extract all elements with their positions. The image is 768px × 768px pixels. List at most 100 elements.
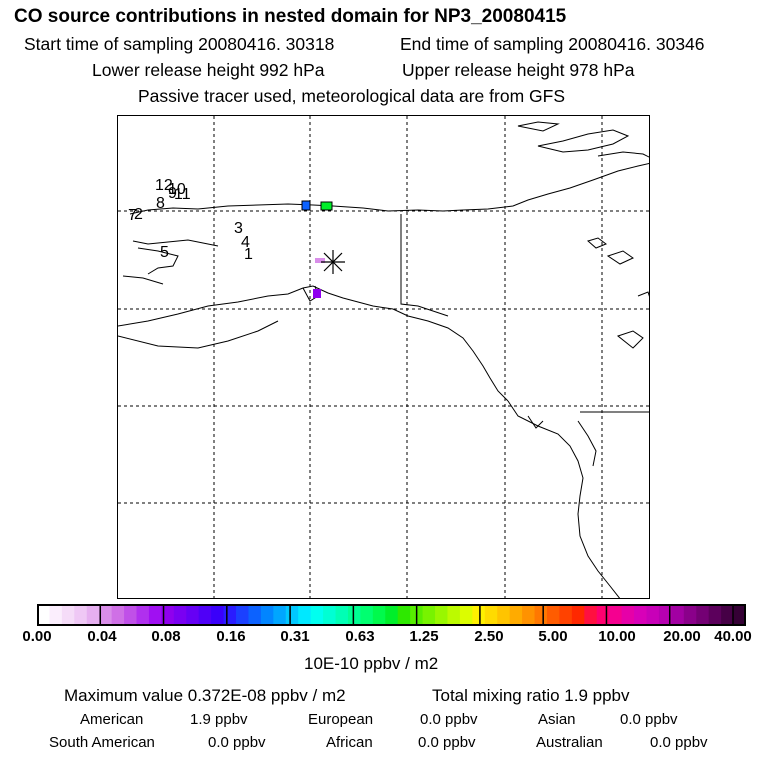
colorbar-swatch xyxy=(298,604,312,626)
trajectory-label: 7 xyxy=(128,207,137,224)
colorbar-swatch xyxy=(99,604,113,626)
colorbar-swatch xyxy=(696,604,710,626)
region-name: Australian xyxy=(536,734,603,751)
plume-cell-pink xyxy=(315,258,325,263)
map-panel: 12 10 9 11 8 7 2 3 4 1 5 xyxy=(117,115,650,599)
colorbar-tick-label: 40.00 xyxy=(714,628,752,645)
colorbar-swatch xyxy=(435,604,449,626)
colorbar-tick-label: 5.00 xyxy=(538,628,568,645)
colorbar xyxy=(37,604,746,626)
colorbar-swatch xyxy=(472,604,486,626)
colorbar-swatch xyxy=(646,604,660,626)
colorbar-swatch xyxy=(484,604,498,626)
colorbar-swatch xyxy=(497,604,511,626)
colorbar-swatch xyxy=(621,604,635,626)
trajectory-label: 5 xyxy=(160,244,169,261)
colorbar-swatch xyxy=(584,604,598,626)
colorbar-swatch xyxy=(273,604,287,626)
colorbar-swatch xyxy=(223,604,237,626)
plot-title: CO source contributions in nested domain… xyxy=(14,6,567,27)
trajectory-label: 4 xyxy=(241,234,250,251)
colorbar-swatch xyxy=(323,604,337,626)
colorbar-swatch xyxy=(335,604,349,626)
colorbar-swatch xyxy=(111,604,125,626)
colorbar-tick-label: 0.63 xyxy=(345,628,375,645)
end-time: End time of sampling 20080416. 30346 xyxy=(400,34,705,54)
trajectory-label: 8 xyxy=(156,195,165,212)
trajectory-label: 10 xyxy=(168,181,186,198)
colorbar-swatch xyxy=(211,604,225,626)
region-name: European xyxy=(308,711,374,728)
colorbar-tick-label: 2.50 xyxy=(474,628,504,645)
colorbar-swatch xyxy=(397,604,411,626)
colorbar-swatch xyxy=(198,604,212,626)
colorbar-swatch xyxy=(571,604,585,626)
colorbar-swatch xyxy=(173,604,187,626)
plume-cell-purple xyxy=(313,289,321,298)
colorbar-swatch xyxy=(37,604,51,626)
region-value: 0.0 ppbv xyxy=(620,711,678,728)
colorbar-swatch xyxy=(509,604,523,626)
upper-release-height: Upper release height 978 hPa xyxy=(402,60,635,80)
colorbar-swatch xyxy=(708,604,722,626)
trajectory-label: 12 xyxy=(155,177,173,194)
colorbar-swatch xyxy=(161,604,175,626)
colorbar-tick-label: 20.00 xyxy=(663,628,701,645)
colorbar-tick-label: 10.00 xyxy=(598,628,636,645)
colorbar-tick-label: 0.08 xyxy=(151,628,181,645)
colorbar-border xyxy=(37,604,746,626)
colorbar-swatch xyxy=(260,604,274,626)
trajectory-label: 2 xyxy=(134,206,143,223)
coastlines xyxy=(118,121,649,598)
region-name: South American xyxy=(49,734,155,751)
trajectory-label: 9 xyxy=(168,185,177,202)
colorbar-swatch xyxy=(609,604,623,626)
plume-cell-green xyxy=(320,201,333,211)
colorbar-swatch xyxy=(372,604,386,626)
colorbar-swatch xyxy=(360,604,374,626)
colorbar-swatch xyxy=(74,604,88,626)
region-name: African xyxy=(326,734,373,751)
colorbar-swatch xyxy=(683,604,697,626)
colorbar-swatch xyxy=(559,604,573,626)
colorbar-swatch xyxy=(236,604,250,626)
colorbar-swatch xyxy=(634,604,648,626)
colorbar-swatch xyxy=(459,604,473,626)
trajectory-label: 1 xyxy=(244,246,253,263)
colorbar-swatch xyxy=(447,604,461,626)
region-value: 0.0 ppbv xyxy=(420,711,478,728)
map-canvas: 12 10 9 11 8 7 2 3 4 1 5 xyxy=(118,116,649,598)
colorbar-swatch xyxy=(522,604,536,626)
colorbar-tick-label: 0.04 xyxy=(87,628,117,645)
colorbar-swatch xyxy=(124,604,138,626)
release-site-marker xyxy=(321,250,345,274)
start-time: Start time of sampling 20080416. 30318 xyxy=(24,34,335,54)
colorbar-swatch xyxy=(733,604,746,626)
colorbar-tick-label: 0.16 xyxy=(216,628,246,645)
colorbar-swatch xyxy=(136,604,150,626)
region-value: 0.0 ppbv xyxy=(418,734,476,751)
colorbar-swatch xyxy=(86,604,100,626)
colorbar-tick-label: 1.25 xyxy=(409,628,439,645)
colorbar-swatch xyxy=(49,604,63,626)
region-value: 1.9 ppbv xyxy=(190,711,248,728)
colorbar-tick-label: 0.00 xyxy=(22,628,52,645)
total-mixing-ratio: Total mixing ratio 1.9 ppbv xyxy=(432,686,630,705)
trajectory-label: 3 xyxy=(234,220,243,237)
colorbar-swatch xyxy=(671,604,685,626)
region-value: 0.0 ppbv xyxy=(208,734,266,751)
colorbar-swatch xyxy=(186,604,200,626)
colorbar-swatch xyxy=(310,604,324,626)
colorbar-swatch xyxy=(596,604,610,626)
region-name: American xyxy=(80,711,144,728)
colorbar-swatch xyxy=(285,604,299,626)
colorbar-tick-label: 0.31 xyxy=(280,628,310,645)
region-value: 0.0 ppbv xyxy=(650,734,708,751)
region-name: Asian xyxy=(538,711,576,728)
maximum-value: Maximum value 0.372E-08 ppbv / m2 xyxy=(64,686,346,705)
tracer-note: Passive tracer used, meteorological data… xyxy=(138,86,565,106)
colorbar-swatch xyxy=(248,604,262,626)
trajectory-label: 11 xyxy=(174,186,191,203)
colorbar-swatch xyxy=(546,604,561,626)
colorbar-swatch xyxy=(347,604,361,626)
